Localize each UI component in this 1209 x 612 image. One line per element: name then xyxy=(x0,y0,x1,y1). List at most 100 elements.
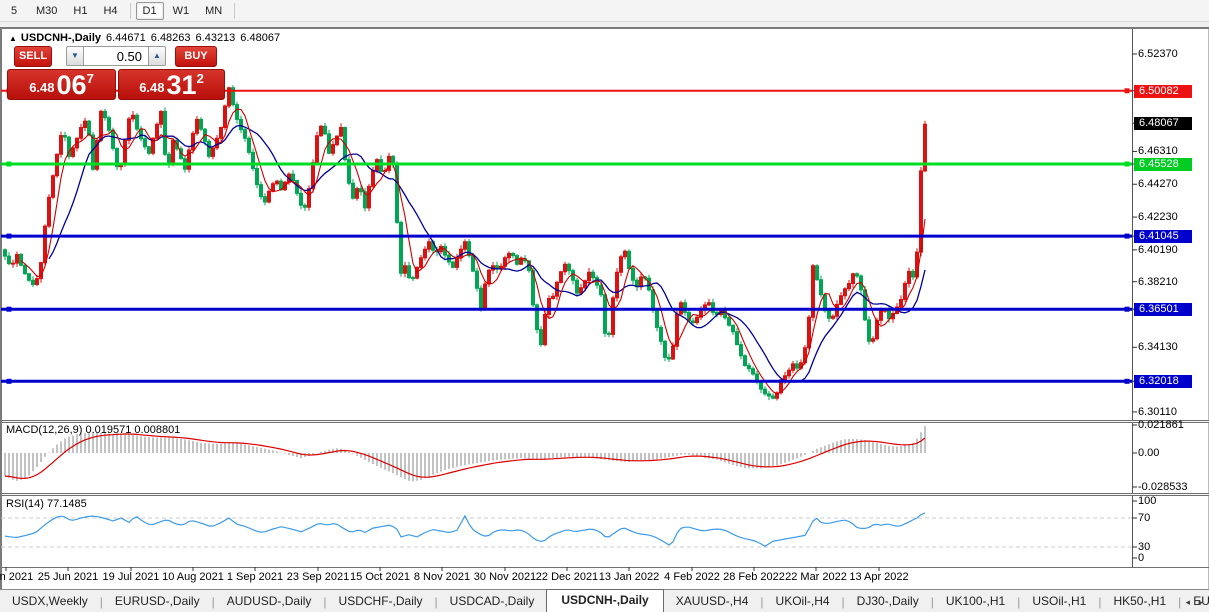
line-handle[interactable] xyxy=(6,161,12,167)
axis-price-label: 0.00 xyxy=(1138,447,1160,459)
pane-splitter[interactable] xyxy=(2,493,1209,496)
axis-price-label: 6.46310 xyxy=(1138,145,1178,158)
timeframe-button-H4[interactable]: H4 xyxy=(103,4,118,17)
axis-price-label-highlighted: 6.41045 xyxy=(1134,230,1192,244)
ohlc-open: 6.44671 xyxy=(106,32,146,44)
tab-separator: | xyxy=(323,595,327,609)
axis-date-label: 23 Sep 2021 xyxy=(286,571,350,583)
sell-price-display[interactable]: 6.48 06 7 xyxy=(7,69,116,100)
tab-scroll-arrows[interactable]: ◂ ▸ xyxy=(1185,597,1206,607)
chart-tab-hk50-h1[interactable]: HK50-,H1 xyxy=(1113,594,1167,608)
axis-date-label: 4 Feb 2022 xyxy=(664,571,720,583)
toolbar-separator xyxy=(234,2,236,19)
line-handle[interactable] xyxy=(6,233,12,239)
macd-layer xyxy=(4,426,926,482)
timeframe-button-5[interactable]: 5 xyxy=(10,4,18,17)
timeframe-button-H1[interactable]: H1 xyxy=(73,4,88,17)
axis-price-label: 30 xyxy=(1138,541,1151,553)
line-handle[interactable] xyxy=(6,378,12,384)
lot-increase-button[interactable]: ▲ xyxy=(148,46,166,66)
chart-tab-usdcad-daily[interactable]: USDCAD-,Daily xyxy=(449,594,535,608)
axis-date-label: 1 Sep 2021 xyxy=(226,571,284,583)
timeframe-button-W1[interactable]: W1 xyxy=(172,4,190,17)
axis-price-label: 70 xyxy=(1138,512,1151,524)
pane-splitter[interactable] xyxy=(2,420,1209,423)
axis-price-label: 6.44270 xyxy=(1138,178,1178,191)
chart-tab-uk100-h1[interactable]: UK100-,H1 xyxy=(945,594,1006,608)
buy-button[interactable]: BUY xyxy=(175,45,217,67)
timeframe-button-M30[interactable]: M30 xyxy=(36,4,58,17)
sell-price-big: 06 xyxy=(56,70,87,100)
axis-date-label: 25 Jun 2021 xyxy=(37,571,99,583)
axis-date-label: 13 Jan 2022 xyxy=(598,571,660,583)
macd-values: 0.019571 0.008801 xyxy=(85,424,181,436)
rsi-layer xyxy=(1,512,1132,548)
ohlc-high: 6.48263 xyxy=(150,32,191,44)
chart-tab-xauusd-h4[interactable]: XAUUSD-,H4 xyxy=(675,594,749,608)
timeframe-button-D1[interactable]: D1 xyxy=(135,1,164,20)
sell-price-pip: 7 xyxy=(86,71,94,86)
line-handle[interactable] xyxy=(1124,306,1130,312)
line-handle[interactable] xyxy=(1124,88,1130,94)
chart-tab-usdcnh-daily[interactable]: USDCNH-,Daily xyxy=(546,589,664,612)
chart-tab-dj30-daily[interactable]: DJ30-,Daily xyxy=(856,594,919,608)
chart-tab-audusd-daily[interactable]: AUDUSD-,Daily xyxy=(226,594,312,608)
axis-price-label-highlighted: 6.50082 xyxy=(1134,84,1192,98)
axis-date-label: 3 Jun 2021 xyxy=(0,571,34,583)
macd-label: MACD(12,26,9) 0.019571 0.008801 xyxy=(6,424,181,436)
axis-price-label-highlighted: 6.45528 xyxy=(1134,158,1192,172)
buy-price-big: 31 xyxy=(166,70,197,100)
buy-price-prefix: 6.48 xyxy=(139,80,165,95)
tab-separator: | xyxy=(841,595,845,609)
axis-date-label: 10 Aug 2021 xyxy=(162,571,224,583)
axis-price-label: 6.42230 xyxy=(1138,211,1178,224)
buy-price-display[interactable]: 6.48 31 2 xyxy=(118,69,225,100)
axis-date-label: 22 Dec 2021 xyxy=(535,571,599,583)
toolbar-separator xyxy=(129,2,131,19)
chart-tab-eurusd-daily[interactable]: EURUSD-,Daily xyxy=(114,594,200,608)
chart-tab-ukoil-h4[interactable]: UKOil-,H4 xyxy=(775,594,830,608)
axis-price-label: 0 xyxy=(1138,552,1145,564)
collapse-panel-icon[interactable]: ▲ xyxy=(9,34,17,43)
tab-separator: | xyxy=(211,595,215,609)
tab-separator: | xyxy=(99,595,103,609)
ohlc-low: 6.43213 xyxy=(195,32,236,44)
chart-tab-usoil-h1[interactable]: USOil-,H1 xyxy=(1032,594,1087,608)
chart-tab-usdchf-daily[interactable]: USDCHF-,Daily xyxy=(338,594,423,608)
axis-price-label-highlighted: 6.48067 xyxy=(1134,117,1192,131)
axis-date-label: 13 Apr 2022 xyxy=(849,571,909,583)
chart-header: ▲ USDCNH-,Daily 6.44671 6.48263 6.43213 6.480… xyxy=(9,32,280,44)
axis-date-label: 22 Mar 2022 xyxy=(785,571,847,583)
axis-price-label: 6.52370 xyxy=(1138,48,1178,60)
tab-separator: | xyxy=(760,595,764,609)
axis-date-label: 15 Oct 2021 xyxy=(350,571,410,583)
line-handle[interactable] xyxy=(1124,161,1130,167)
axis-price-label: -0.028533 xyxy=(1138,481,1188,493)
sell-price-prefix: 6.48 xyxy=(29,80,55,95)
line-handle[interactable] xyxy=(1124,378,1130,384)
chart-canvas[interactable] xyxy=(1,28,1209,590)
axis-price-label-highlighted: 6.36501 xyxy=(1134,303,1192,317)
chart-tab-bar: USDX,Weekly | EURUSD-,Daily | AUDUSD-,Daily |… xyxy=(0,589,1209,612)
axis-price-label-highlighted: 6.32018 xyxy=(1134,375,1192,389)
line-handle[interactable] xyxy=(1124,233,1130,239)
axis-date-label: 19 Jul 2021 xyxy=(102,571,160,583)
tab-separator: | xyxy=(1178,595,1182,609)
buy-price-pip: 2 xyxy=(196,71,204,86)
macd-signal-line xyxy=(4,433,926,480)
line-handle[interactable] xyxy=(6,306,12,312)
tab-separator: | xyxy=(434,595,438,609)
lot-decrease-button[interactable]: ▼ xyxy=(66,46,84,66)
ma-fast-line xyxy=(20,108,926,395)
timeframe-button-MN[interactable]: MN xyxy=(205,4,223,17)
rsi-value: 77.1485 xyxy=(46,498,87,510)
axis-date-label: 8 Nov 2021 xyxy=(413,571,471,583)
chart-tab-usdx-weekly[interactable]: USDX,Weekly xyxy=(12,594,88,608)
chart-window: ▲ USDCNH-,Daily 6.44671 6.48263 6.43213 6.480… xyxy=(0,27,1209,590)
sell-button[interactable]: SELL xyxy=(14,45,52,67)
lot-size-input[interactable] xyxy=(84,46,148,66)
chart-tab-eu[interactable]: EU xyxy=(1193,594,1209,608)
candles-layer xyxy=(3,85,927,401)
tab-separator: | xyxy=(1098,595,1102,609)
tab-separator: | xyxy=(930,595,934,609)
